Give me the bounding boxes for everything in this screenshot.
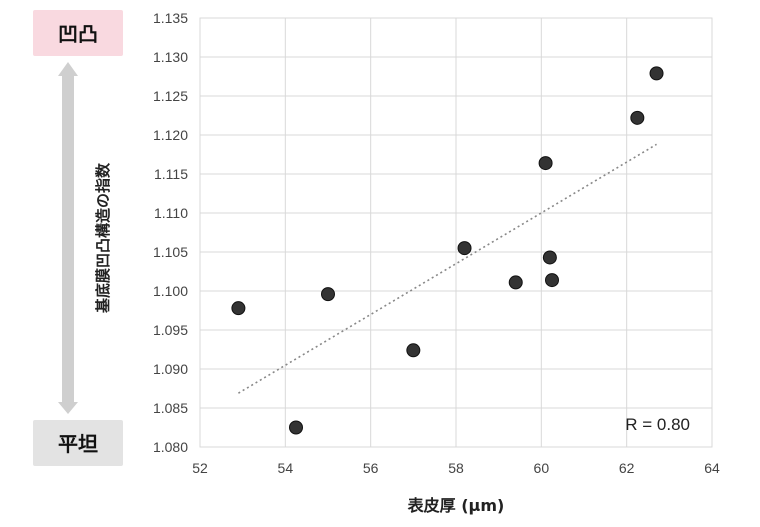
x-axis-title: 表皮厚 (μm) <box>407 496 505 515</box>
data-point <box>538 156 553 171</box>
bottom-badge <box>33 420 123 466</box>
y-tick-label: 1.120 <box>153 127 188 143</box>
data-point <box>321 287 335 302</box>
x-tick-label: 56 <box>363 460 379 476</box>
y-tick-label: 1.085 <box>153 400 188 416</box>
x-tick-label: 52 <box>192 460 208 476</box>
y-axis-title: 基底膜凹凸構造の指数 <box>94 162 112 314</box>
x-tick-label: 58 <box>448 460 464 476</box>
x-tick-labels: 52 54 56 58 60 62 64 <box>192 460 720 476</box>
y-tick-label: 1.130 <box>153 49 188 65</box>
grid <box>199 17 713 448</box>
data-point <box>508 275 523 290</box>
data-point <box>630 110 645 125</box>
data-point <box>457 241 472 256</box>
data-point <box>406 343 421 358</box>
y-tick-label: 1.135 <box>153 10 188 26</box>
y-tick-label: 1.080 <box>153 439 188 455</box>
top-badge-label: 凹凸 <box>58 22 98 46</box>
y-tick-labels: 1.080 1.085 1.090 1.095 1.100 1.105 1.110 1.115… <box>153 10 188 455</box>
x-tick-label: 64 <box>704 460 720 476</box>
data-point <box>545 273 559 288</box>
data-point <box>542 250 557 265</box>
double-arrow <box>58 62 78 414</box>
y-tick-label: 1.090 <box>153 361 188 377</box>
bottom-badge-label: 平坦 <box>58 432 98 456</box>
y-tick-label: 1.095 <box>153 322 188 338</box>
data-point <box>649 66 664 81</box>
y-tick-label: 1.100 <box>153 283 188 299</box>
data-point <box>231 301 246 316</box>
data-point <box>289 420 303 435</box>
x-tick-label: 54 <box>278 460 294 476</box>
top-badge <box>33 10 123 56</box>
trendline <box>237 143 657 394</box>
y-tick-label: 1.115 <box>154 166 188 182</box>
x-tick-label: 62 <box>619 460 635 476</box>
data-points <box>231 66 664 435</box>
y-tick-label: 1.110 <box>154 205 188 221</box>
correlation-annotation: R = 0.80 <box>625 415 690 434</box>
y-tick-label: 1.105 <box>153 244 188 260</box>
x-tick-label: 60 <box>534 460 550 476</box>
y-tick-label: 1.125 <box>153 88 188 104</box>
